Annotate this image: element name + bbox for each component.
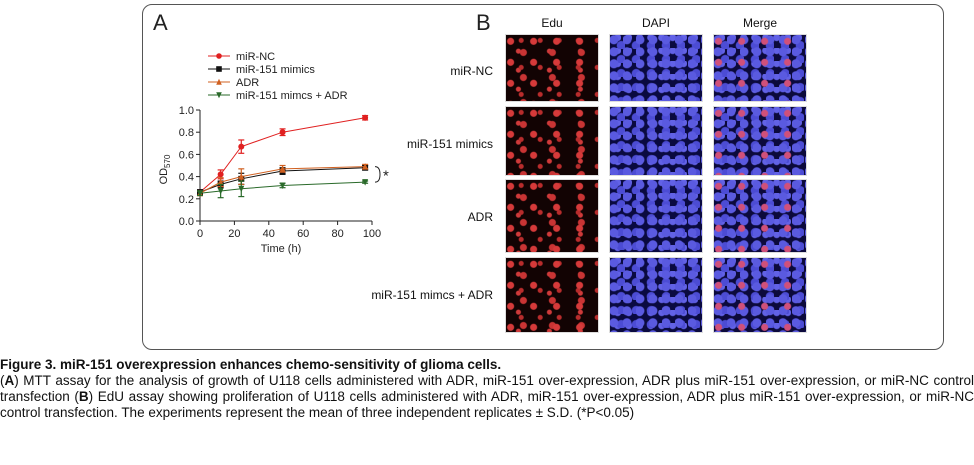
micrograph-edu-mir-151-mimcs-adr [505,257,599,333]
data-point [362,163,369,170]
micrograph-merge-mir-151-mimics [713,106,807,176]
y-tick-label: 0.6 [179,149,194,161]
legend-label: ADR [236,77,259,89]
caption-text-a: ) MTT assay for the analysis of growth o… [0,373,974,404]
caption-title: Figure 3. miR-151 overexpression enhance… [0,357,502,372]
y-tick-label: 1.0 [179,105,194,117]
y-tick-label: 0.8 [179,127,194,139]
caption-label-a: A [4,373,15,388]
row-label-mir-151-mimics: miR-151 mimics [406,137,493,151]
data-point [279,165,286,172]
legend-marker [216,78,222,85]
micrograph-edu-mir-151-mimics [505,106,599,176]
x-tick-label: 100 [363,228,381,240]
data-point [238,185,245,193]
micrograph-edu-adr [505,179,599,253]
data-point [279,182,286,189]
micrograph-dapi-mir-151-mimics [609,106,703,176]
caption-text-b: ) EdU assay showing proliferation of U11… [0,389,974,420]
row-label-mir-151-mimcs-adr: miR-151 mimcs + ADR [371,288,493,302]
panel-b-label: B [476,10,491,35]
legend-marker [216,92,222,99]
row-label-mir-nc: miR-NC [450,64,493,78]
x-tick-label: 0 [197,228,203,240]
data-point [238,173,245,180]
x-tick-label: 80 [331,228,343,240]
x-axis-label: Time (h) [261,243,302,255]
growth-line-chart: 0.0 0.2 0.4 0.6 0.8 1.0 0 20 40 60 80 100 Time (h) OD… [158,51,389,255]
legend-marker [216,66,222,72]
data-point [217,188,224,195]
y-axis-label-main: OD [158,168,170,185]
row-label-adr: ADR [467,210,493,224]
significance-bracket [374,166,381,183]
data-point [279,129,286,136]
legend-label: miR-151 mimcs + ADR [236,90,348,102]
caption-body: (A) MTT assay for the analysis of growth… [0,373,974,421]
micrograph-merge-mir-151-mimcs-adr [713,257,807,333]
y-tick-label: 0.2 [179,194,194,206]
micrograph-merge-mir-nc [713,34,807,102]
data-point [362,179,369,186]
caption-label-b: B [78,389,89,404]
x-tick-label: 20 [228,228,240,240]
column-header-dapi: DAPI [641,16,670,30]
micrograph-edu-mir-nc [505,34,599,102]
micrograph-merge-adr [713,179,807,253]
figure-caption: Figure 3. miR-151 overexpression enhance… [0,357,974,421]
x-tick-label: 40 [263,228,275,240]
x-tick-label: 60 [297,228,309,240]
y-tick-label: 0.4 [179,172,194,184]
column-header-merge: Merge [742,16,777,30]
data-point [217,178,224,186]
legend-marker [216,53,222,59]
data-point [197,190,203,197]
caption-open-a: ( [0,373,5,388]
significance-marker: * [383,167,389,184]
micrograph-dapi-adr [609,179,703,253]
panel-a-label: A [153,10,168,35]
data-point [362,114,369,121]
data-point [217,171,224,178]
data-point [238,143,245,150]
legend-label: miR-151 mimics [236,64,315,76]
y-axis-label-subscript: 570 [163,154,172,168]
column-header-edu: Edu [541,16,563,30]
y-tick-label: 0.0 [179,216,194,228]
y-axis-label: OD570 [158,154,172,184]
micrograph-dapi-mir-151-mimcs-adr [609,257,703,333]
micrograph-dapi-mir-nc [609,34,703,102]
legend-label: miR-NC [236,51,275,63]
